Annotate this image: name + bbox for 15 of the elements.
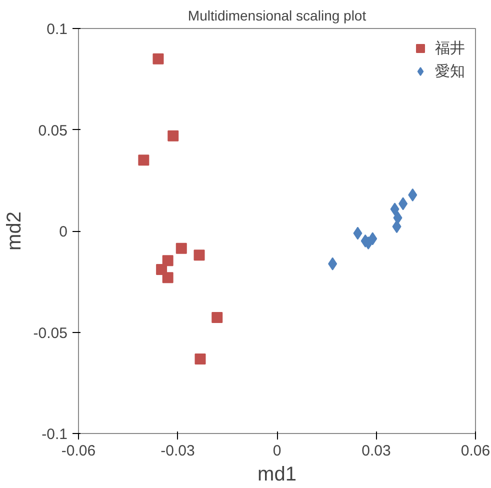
chart-title: Multidimensional scaling plot xyxy=(188,8,366,24)
y-tick-label: 0.1 xyxy=(46,21,68,38)
x-tick-label: 0 xyxy=(272,442,282,460)
legend-label: 福井 xyxy=(435,38,465,58)
legend-label: 愛知 xyxy=(435,62,465,80)
x-axis-title: md1 xyxy=(258,464,296,486)
x-tick-label: 0.03 xyxy=(362,442,391,460)
y-tick-label: -0.05 xyxy=(33,324,68,342)
x-tick-label: 0.06 xyxy=(460,442,490,460)
y-tick-label: -0.1 xyxy=(42,426,68,443)
y-tick-label: 0 xyxy=(59,224,68,240)
x-tick-label: -0.06 xyxy=(61,442,96,460)
y-tick-label: 0.05 xyxy=(38,122,68,140)
y-axis-title: md2 xyxy=(3,212,26,250)
x-tick-label: -0.03 xyxy=(160,442,195,460)
